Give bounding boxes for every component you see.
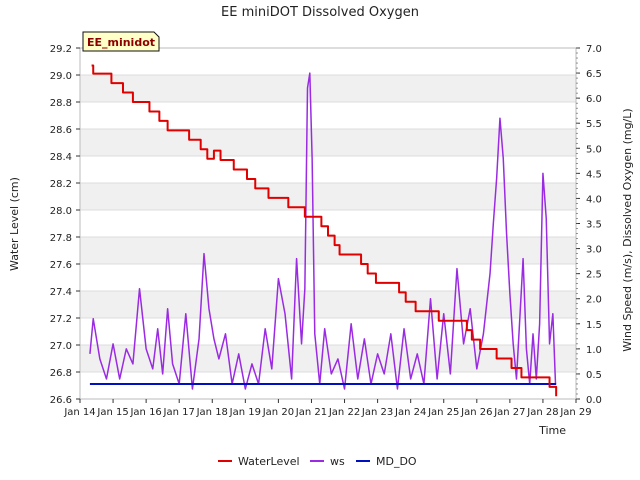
x-tick-label: Jan 19 bbox=[229, 407, 261, 418]
left-tick-label: 27.6 bbox=[50, 260, 72, 271]
right-tick-label: 4.0 bbox=[586, 194, 602, 205]
right-tick-label: 7.0 bbox=[586, 44, 602, 55]
grid-band bbox=[80, 183, 576, 210]
right-tick-label: 2.5 bbox=[586, 270, 602, 281]
x-tick-label: Jan 28 bbox=[526, 407, 558, 418]
x-tick-label: Jan 25 bbox=[427, 407, 459, 418]
legend: WaterLevel ws MD_DO bbox=[218, 455, 417, 468]
badge-box bbox=[82, 31, 160, 52]
left-tick-label: 28.2 bbox=[50, 179, 72, 190]
right-tick-label: 4.5 bbox=[586, 169, 602, 180]
legend-entry: WaterLevel bbox=[238, 455, 300, 468]
x-tick-label: Jan 20 bbox=[262, 407, 294, 418]
left-tick-label: 28.0 bbox=[50, 206, 72, 217]
right-tick-label: 3.5 bbox=[586, 220, 602, 231]
right-axis: 0.0 0.5 1.0 1.5 2.0 2.5 3.0 3.5 4.0 4.5 5.0 5.5 6.0 6… bbox=[576, 44, 602, 406]
left-tick-label: 26.6 bbox=[50, 395, 72, 406]
series-layer bbox=[89, 64, 558, 397]
x-tick-label: Jan 27 bbox=[493, 407, 525, 418]
left-tick-label: 26.8 bbox=[50, 368, 72, 379]
left-tick-label: 27.0 bbox=[50, 341, 72, 352]
left-tick-label: 28.4 bbox=[50, 152, 72, 163]
x-axis: Jan 14 Jan 15 Jan 16 Jan 17 Jan 18 Jan 19 Jan … bbox=[63, 399, 592, 418]
left-axis: 26.6 26.8 27.0 27.2 27.4 27.6 27.8 28.0 28.2 28.4… bbox=[50, 44, 80, 406]
x-tick-label: Jan 22 bbox=[328, 407, 360, 418]
x-tick-label: Jan 15 bbox=[96, 407, 128, 418]
x-tick-label: Jan 26 bbox=[460, 407, 492, 418]
grid-band bbox=[80, 75, 576, 102]
grid-band bbox=[80, 372, 576, 399]
right-tick-label: 3.0 bbox=[586, 245, 602, 256]
x-tick-label: Jan 23 bbox=[361, 407, 393, 418]
left-tick-label: 27.8 bbox=[50, 233, 72, 244]
right-tick-label: 6.0 bbox=[586, 94, 602, 105]
x-tick-label: Jan 29 bbox=[559, 407, 591, 418]
x-tick-label: Jan 17 bbox=[163, 407, 195, 418]
right-tick-label: 0.0 bbox=[586, 395, 602, 406]
grid-band bbox=[80, 291, 576, 318]
right-tick-label: 1.0 bbox=[586, 345, 602, 356]
right-tick-label: 0.5 bbox=[586, 370, 602, 381]
x-tick-label: Jan 21 bbox=[295, 407, 327, 418]
grid-band bbox=[80, 102, 576, 129]
grid-band bbox=[80, 156, 576, 183]
chart-title: EE miniDOT Dissolved Oxygen bbox=[221, 5, 419, 20]
left-tick-label: 27.4 bbox=[50, 287, 72, 298]
right-tick-label: 6.5 bbox=[586, 69, 602, 80]
left-tick-label: 28.6 bbox=[50, 125, 72, 136]
left-tick-label: 27.2 bbox=[50, 314, 72, 325]
right-tick-label: 2.0 bbox=[586, 295, 602, 306]
right-tick-label: 5.5 bbox=[586, 119, 602, 130]
grid-band bbox=[80, 264, 576, 291]
right-axis-label: Wind Speed (m/s), Dissolved Oxygen (mg/L… bbox=[621, 108, 634, 351]
badge: EE_minidot bbox=[82, 31, 160, 52]
badge-label: EE_minidot bbox=[87, 36, 155, 49]
grid-band bbox=[80, 129, 576, 156]
grid-band bbox=[80, 318, 576, 345]
left-tick-label: 29.2 bbox=[50, 44, 72, 55]
left-axis-label: Water Level (cm) bbox=[8, 177, 21, 271]
legend-entry: ws bbox=[330, 455, 345, 468]
grid-band bbox=[80, 237, 576, 264]
series-line-ws bbox=[89, 72, 557, 390]
x-tick-label: Jan 24 bbox=[394, 407, 426, 418]
left-tick-label: 29.0 bbox=[50, 71, 72, 82]
right-tick-label: 5.0 bbox=[586, 144, 602, 155]
legend-entry: MD_DO bbox=[376, 455, 417, 468]
right-tick-label: 1.5 bbox=[586, 320, 602, 331]
grid-band bbox=[80, 48, 576, 75]
x-axis-label: Time bbox=[538, 424, 566, 437]
x-tick-label: Jan 14 bbox=[63, 407, 95, 418]
series-line-WaterLevel bbox=[91, 64, 558, 397]
left-tick-label: 28.8 bbox=[50, 98, 72, 109]
x-tick-label: Jan 18 bbox=[196, 407, 228, 418]
x-tick-label: Jan 16 bbox=[129, 407, 161, 418]
